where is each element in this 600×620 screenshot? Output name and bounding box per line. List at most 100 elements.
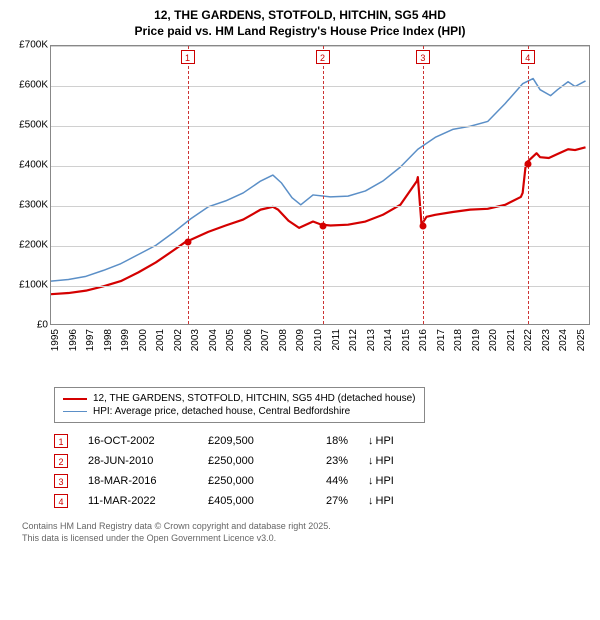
sales-price: £250,000	[208, 475, 288, 487]
sales-table: 116-OCT-2002£209,50018%↓ HPI228-JUN-2010…	[54, 431, 590, 511]
x-tick-label: 1997	[85, 329, 96, 351]
x-tick-label: 2015	[401, 329, 412, 351]
footer-line-1: Contains HM Land Registry data © Crown c…	[22, 521, 590, 533]
x-tick-label: 2010	[313, 329, 324, 351]
sales-row: 116-OCT-2002£209,50018%↓ HPI	[54, 431, 590, 451]
gridline	[51, 126, 589, 127]
sales-marker: 1	[54, 434, 68, 448]
x-tick-label: 2001	[155, 329, 166, 351]
legend-row: 12, THE GARDENS, STOTFOLD, HITCHIN, SG5 …	[63, 392, 416, 405]
sales-marker: 4	[54, 494, 68, 508]
y-tick-label: £600K	[19, 80, 48, 91]
x-tick-label: 2012	[348, 329, 359, 351]
x-tick-label: 2013	[366, 329, 377, 351]
down-arrow-icon: ↓	[368, 455, 374, 467]
sale-marker-box: 2	[316, 50, 330, 64]
down-arrow-icon: ↓	[368, 495, 374, 507]
chart-title: 12, THE GARDENS, STOTFOLD, HITCHIN, SG5 …	[10, 8, 590, 39]
y-tick-label: £300K	[19, 200, 48, 211]
sales-vs-label: HPI	[376, 495, 394, 507]
x-tick-label: 2003	[190, 329, 201, 351]
x-tick-label: 2004	[208, 329, 219, 351]
gridline	[51, 166, 589, 167]
sales-vs-label: HPI	[376, 475, 394, 487]
sales-marker: 2	[54, 454, 68, 468]
sales-pct: 23%	[308, 455, 348, 467]
sales-hpi: ↓ HPI	[368, 495, 394, 507]
sales-pct: 27%	[308, 495, 348, 507]
x-tick-label: 1995	[50, 329, 61, 351]
sales-price: £405,000	[208, 495, 288, 507]
sales-date: 28-JUN-2010	[88, 455, 188, 467]
sale-marker-dot	[419, 223, 426, 230]
sale-marker-box: 1	[181, 50, 195, 64]
legend-row: HPI: Average price, detached house, Cent…	[63, 405, 416, 418]
sales-hpi: ↓ HPI	[368, 475, 394, 487]
y-axis: £0£100K£200K£300K£400K£500K£600K£700K	[10, 45, 50, 325]
x-tick-label: 2017	[436, 329, 447, 351]
x-tick-label: 2020	[488, 329, 499, 351]
x-tick-label: 2011	[331, 329, 342, 351]
sale-marker-line	[188, 46, 189, 324]
sales-pct: 18%	[308, 435, 348, 447]
x-tick-label: 2022	[523, 329, 534, 351]
x-tick-label: 2024	[558, 329, 569, 351]
sale-marker-line	[423, 46, 424, 324]
sales-pct: 44%	[308, 475, 348, 487]
sale-marker-dot	[524, 161, 531, 168]
gridline	[51, 86, 589, 87]
chart-area: £0£100K£200K£300K£400K£500K£600K£700K 12…	[10, 45, 590, 385]
sale-marker-dot	[184, 239, 191, 246]
y-tick-label: £100K	[19, 280, 48, 291]
x-tick-label: 2002	[173, 329, 184, 351]
x-tick-label: 2019	[471, 329, 482, 351]
series-hpi	[51, 79, 586, 282]
chart-container: 12, THE GARDENS, STOTFOLD, HITCHIN, SG5 …	[0, 0, 600, 555]
y-tick-label: £0	[37, 320, 48, 331]
gridline	[51, 206, 589, 207]
legend-swatch	[63, 411, 87, 412]
gridline	[51, 246, 589, 247]
footer: Contains HM Land Registry data © Crown c…	[22, 521, 590, 544]
sales-date: 18-MAR-2016	[88, 475, 188, 487]
sale-marker-box: 3	[416, 50, 430, 64]
x-tick-label: 2025	[576, 329, 587, 351]
sales-vs-label: HPI	[376, 455, 394, 467]
sales-price: £250,000	[208, 455, 288, 467]
title-line-1: 12, THE GARDENS, STOTFOLD, HITCHIN, SG5 …	[10, 8, 590, 24]
x-tick-label: 2023	[541, 329, 552, 351]
x-tick-label: 2016	[418, 329, 429, 351]
down-arrow-icon: ↓	[368, 475, 374, 487]
y-tick-label: £500K	[19, 120, 48, 131]
x-tick-label: 2000	[138, 329, 149, 351]
legend-label: HPI: Average price, detached house, Cent…	[93, 406, 350, 417]
sales-vs-label: HPI	[376, 435, 394, 447]
x-tick-label: 1996	[68, 329, 79, 351]
x-tick-label: 2018	[453, 329, 464, 351]
x-axis: 1995199619971998199920002001200220032004…	[50, 325, 590, 385]
sales-row: 3 18-MAR-2016 £250,000 44% ↓ HPI	[54, 471, 590, 491]
sales-marker: 3	[54, 474, 68, 488]
legend-label: 12, THE GARDENS, STOTFOLD, HITCHIN, SG5 …	[93, 393, 416, 404]
gridline	[51, 46, 589, 47]
y-tick-label: £700K	[19, 40, 48, 51]
sales-hpi: ↓ HPI	[368, 455, 394, 467]
series-property	[51, 147, 586, 294]
x-tick-label: 2007	[260, 329, 271, 351]
gridline	[51, 286, 589, 287]
sales-row: 4 11-MAR-2022 £405,000 27% ↓ HPI	[54, 491, 590, 511]
sales-date: 11-MAR-2022	[88, 495, 188, 507]
sale-marker-line	[323, 46, 324, 324]
x-tick-label: 2014	[383, 329, 394, 351]
legend-swatch	[63, 398, 87, 400]
title-line-2: Price paid vs. HM Land Registry's House …	[10, 24, 590, 40]
y-tick-label: £400K	[19, 160, 48, 171]
sale-marker-line	[528, 46, 529, 324]
x-tick-label: 2005	[225, 329, 236, 351]
sales-row: 2 28-JUN-2010 £250,000 23% ↓ HPI	[54, 451, 590, 471]
x-tick-label: 1998	[103, 329, 114, 351]
legend: 12, THE GARDENS, STOTFOLD, HITCHIN, SG5 …	[54, 387, 425, 423]
x-tick-label: 2009	[295, 329, 306, 351]
x-tick-label: 2006	[243, 329, 254, 351]
sales-date: 16-OCT-2002	[88, 435, 188, 447]
